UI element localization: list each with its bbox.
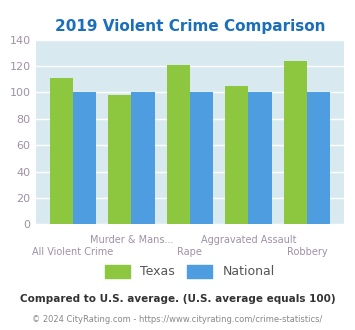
Bar	[73, 92, 96, 224]
Text: All Violent Crime: All Violent Crime	[32, 247, 114, 257]
Text: Aggravated Assault: Aggravated Assault	[201, 236, 296, 246]
Title: 2019 Violent Crime Comparison: 2019 Violent Crime Comparison	[55, 19, 325, 34]
Text: © 2024 CityRating.com - https://www.cityrating.com/crime-statistics/: © 2024 CityRating.com - https://www.city…	[32, 315, 323, 324]
Text: Robbery: Robbery	[286, 247, 327, 257]
Text: Rape: Rape	[178, 247, 202, 257]
Bar	[248, 92, 272, 224]
Bar	[307, 92, 330, 224]
Text: Murder & Mans...: Murder & Mans...	[90, 236, 173, 246]
Legend: Texas, National: Texas, National	[99, 258, 281, 285]
Text: Compared to U.S. average. (U.S. average equals 100): Compared to U.S. average. (U.S. average …	[20, 294, 335, 304]
Bar	[225, 86, 248, 224]
Bar	[284, 61, 307, 224]
Bar	[190, 92, 213, 224]
Bar	[166, 65, 190, 224]
Bar	[131, 92, 155, 224]
Bar	[108, 95, 131, 224]
Bar	[50, 78, 73, 224]
